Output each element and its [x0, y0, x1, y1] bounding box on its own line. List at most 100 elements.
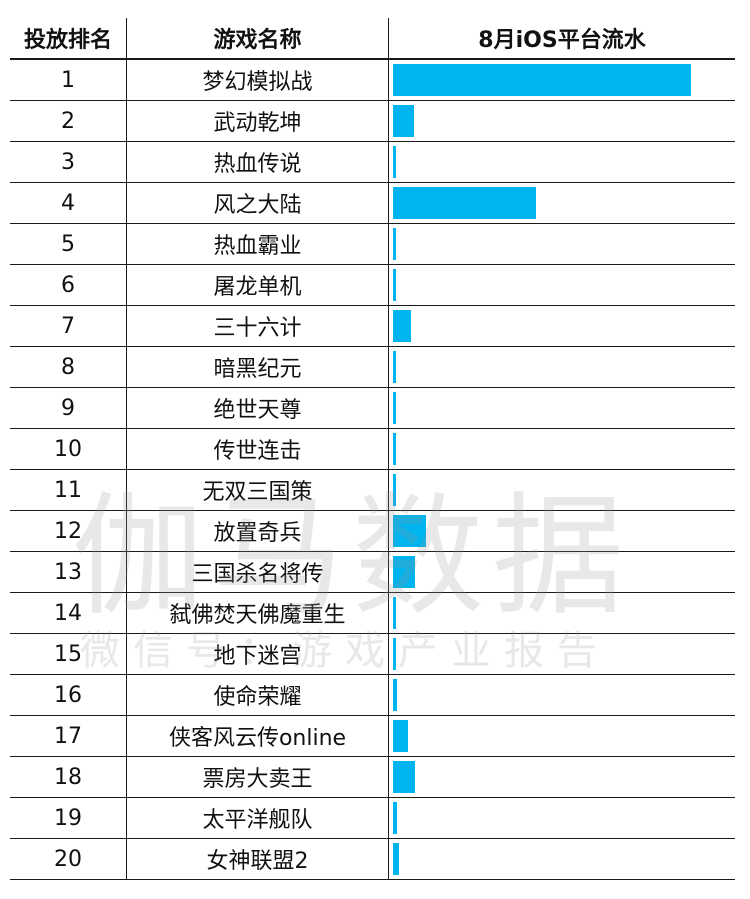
value-cell [389, 675, 735, 715]
table-row: 10 传世连击 [10, 429, 735, 470]
game-name-cell: 票房大卖王 [127, 757, 389, 797]
ranking-table: 投放排名 游戏名称 8月iOS平台流水 1 梦幻模拟战 2 武动乾坤 3 热血传说 4 风之大… [10, 18, 735, 880]
rank-cell: 19 [10, 798, 127, 838]
revenue-bar [393, 187, 537, 219]
rank-cell: 13 [10, 552, 127, 592]
revenue-bar [393, 392, 396, 424]
rank-cell: 5 [10, 224, 127, 264]
value-cell [389, 265, 735, 305]
table-row: 20 女神联盟2 [10, 839, 735, 880]
revenue-bar [393, 269, 396, 301]
value-cell [389, 593, 735, 633]
rank-cell: 11 [10, 470, 127, 510]
game-name-cell: 三十六计 [127, 306, 389, 346]
table-row: 12 放置奇兵 [10, 511, 735, 552]
game-name-cell: 侠客风云传online [127, 716, 389, 756]
game-name-cell: 武动乾坤 [127, 101, 389, 141]
value-cell [389, 142, 735, 182]
revenue-bar [393, 105, 414, 137]
revenue-bar [393, 146, 396, 178]
revenue-bar [393, 556, 416, 588]
value-cell [389, 839, 735, 879]
game-name-cell: 梦幻模拟战 [127, 60, 389, 100]
revenue-bar [393, 310, 411, 342]
table-row: 2 武动乾坤 [10, 101, 735, 142]
table-row: 1 梦幻模拟战 [10, 60, 735, 101]
revenue-bar [393, 761, 416, 793]
revenue-bar [393, 351, 396, 383]
game-name-cell: 地下迷宫 [127, 634, 389, 674]
value-cell [389, 306, 735, 346]
game-name-cell: 女神联盟2 [127, 839, 389, 879]
game-name-cell: 屠龙单机 [127, 265, 389, 305]
rank-cell: 7 [10, 306, 127, 346]
rank-cell: 12 [10, 511, 127, 551]
header-row: 投放排名 游戏名称 8月iOS平台流水 [10, 18, 735, 60]
game-name-cell: 传世连击 [127, 429, 389, 469]
game-name-cell: 无双三国策 [127, 470, 389, 510]
value-cell [389, 429, 735, 469]
table-row: 7 三十六计 [10, 306, 735, 347]
rank-cell: 1 [10, 60, 127, 100]
table-body: 1 梦幻模拟战 2 武动乾坤 3 热血传说 4 风之大陆 5 热血霸业 6 屠龙单机 7 三十六计 8 暗黑纪… [10, 60, 735, 880]
game-name-cell: 使命荣耀 [127, 675, 389, 715]
rank-cell: 2 [10, 101, 127, 141]
table-row: 13 三国杀名将传 [10, 552, 735, 593]
game-name-cell: 风之大陆 [127, 183, 389, 223]
revenue-bar [393, 474, 396, 506]
rank-cell: 10 [10, 429, 127, 469]
game-name-cell: 绝世天尊 [127, 388, 389, 428]
table-row: 4 风之大陆 [10, 183, 735, 224]
header-rank: 投放排名 [10, 18, 127, 58]
game-name-cell: 放置奇兵 [127, 511, 389, 551]
value-cell [389, 60, 735, 100]
game-name-cell: 弑佛焚天佛魔重生 [127, 593, 389, 633]
table-row: 15 地下迷宫 [10, 634, 735, 675]
rank-cell: 16 [10, 675, 127, 715]
value-cell [389, 511, 735, 551]
revenue-bar [393, 720, 408, 752]
table-row: 6 屠龙单机 [10, 265, 735, 306]
table-row: 14 弑佛焚天佛魔重生 [10, 593, 735, 634]
revenue-bar [393, 597, 396, 629]
revenue-bar [393, 515, 426, 547]
table-row: 5 热血霸业 [10, 224, 735, 265]
value-cell [389, 634, 735, 674]
rank-cell: 14 [10, 593, 127, 633]
value-cell [389, 347, 735, 387]
game-name-cell: 热血传说 [127, 142, 389, 182]
value-cell [389, 470, 735, 510]
header-value: 8月iOS平台流水 [478, 28, 646, 53]
game-name-cell: 暗黑纪元 [127, 347, 389, 387]
revenue-bar [393, 433, 396, 465]
rank-cell: 8 [10, 347, 127, 387]
value-cell [389, 101, 735, 141]
table-row: 3 热血传说 [10, 142, 735, 183]
rank-cell: 18 [10, 757, 127, 797]
value-cell [389, 183, 735, 223]
value-cell [389, 757, 735, 797]
game-name-cell: 三国杀名将传 [127, 552, 389, 592]
rank-cell: 6 [10, 265, 127, 305]
revenue-bar [393, 64, 691, 96]
table-row: 8 暗黑纪元 [10, 347, 735, 388]
value-cell [389, 798, 735, 838]
table-row: 11 无双三国策 [10, 470, 735, 511]
table-row: 16 使命荣耀 [10, 675, 735, 716]
table-row: 17 侠客风云传online [10, 716, 735, 757]
revenue-bar [393, 802, 397, 834]
value-cell [389, 552, 735, 592]
revenue-bar [393, 843, 399, 875]
game-name-cell: 太平洋舰队 [127, 798, 389, 838]
table-row: 19 太平洋舰队 [10, 798, 735, 839]
rank-cell: 9 [10, 388, 127, 428]
revenue-bar [393, 638, 396, 670]
header-name: 游戏名称 [127, 18, 389, 58]
value-cell [389, 388, 735, 428]
revenue-bar [393, 679, 398, 711]
rank-cell: 15 [10, 634, 127, 674]
rank-cell: 3 [10, 142, 127, 182]
game-name-cell: 热血霸业 [127, 224, 389, 264]
table-row: 9 绝世天尊 [10, 388, 735, 429]
value-cell [389, 716, 735, 756]
